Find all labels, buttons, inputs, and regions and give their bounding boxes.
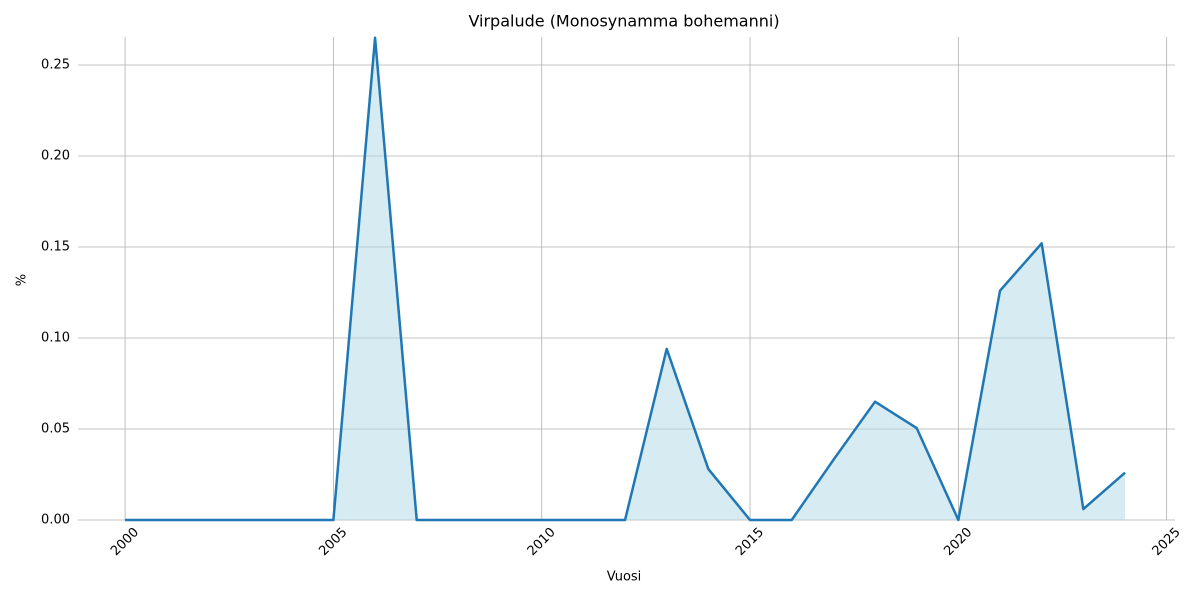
x-tick-label: 2025 bbox=[1150, 525, 1184, 559]
x-tick-label: 2000 bbox=[108, 525, 142, 559]
chart-title: Virpalude (Monosynamma bohemanni) bbox=[468, 12, 779, 31]
x-tick-label: 2015 bbox=[733, 525, 767, 559]
y-axis-label: % bbox=[15, 274, 30, 286]
x-tick-label: 2010 bbox=[525, 525, 559, 559]
y-tick-label: 0.25 bbox=[41, 58, 70, 73]
y-tick-label: 0.20 bbox=[41, 149, 70, 164]
y-tick-label: 0.15 bbox=[41, 240, 70, 255]
y-tick-label: 0.05 bbox=[41, 422, 70, 437]
line bbox=[125, 36, 1126, 522]
y-tick-label: 0.10 bbox=[41, 331, 70, 346]
x-tick-label: 2020 bbox=[941, 525, 975, 559]
y-tick-label: 0.00 bbox=[41, 513, 70, 528]
x-tick-label: 2005 bbox=[316, 525, 350, 559]
x-axis-label: Vuosi bbox=[607, 570, 642, 585]
area bbox=[125, 37, 1126, 520]
